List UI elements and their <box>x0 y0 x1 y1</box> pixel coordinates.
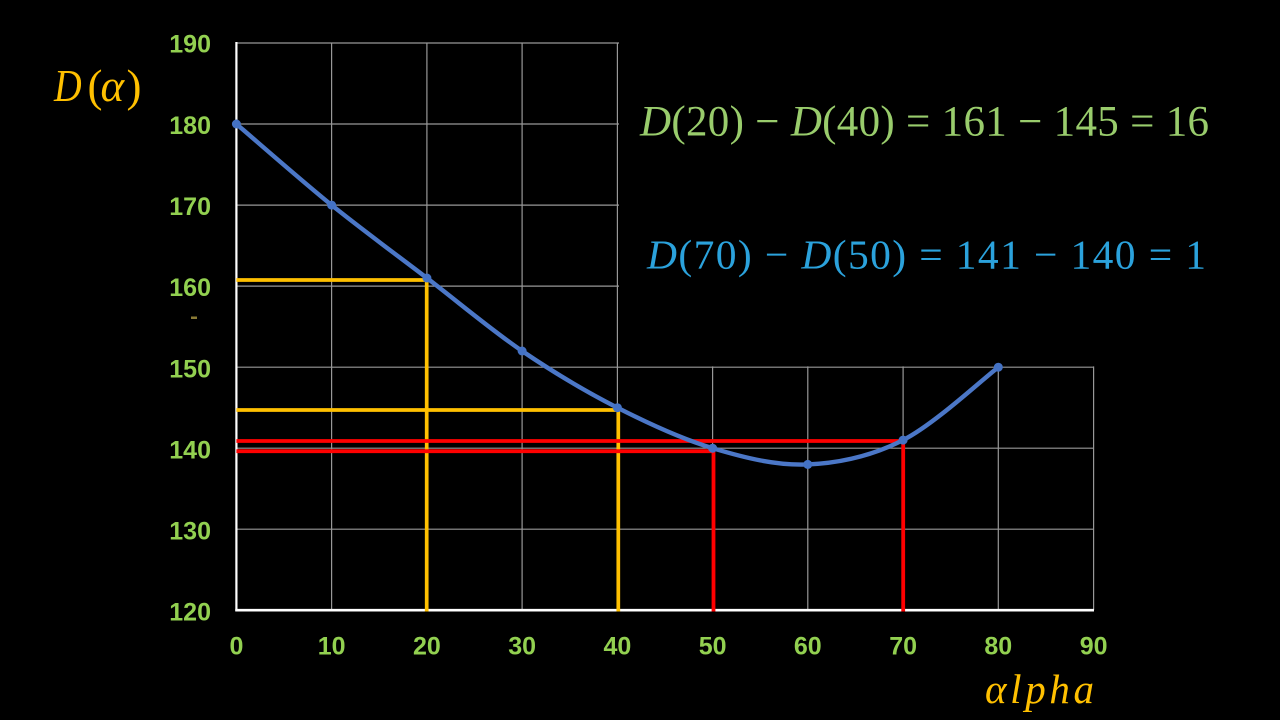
svg-text:0: 0 <box>229 633 243 661</box>
svg-text:20: 20 <box>413 633 441 661</box>
svg-text:80: 80 <box>984 633 1012 661</box>
svg-text:D(20) − D(40) = 161 − 145 = 16: D(20) − D(40) = 161 − 145 = 16 <box>639 99 1209 146</box>
svg-text:30: 30 <box>508 633 536 661</box>
svg-text:70: 70 <box>889 633 917 661</box>
svg-text:90: 90 <box>1080 633 1108 661</box>
svg-text:(α): (α) <box>88 61 142 111</box>
svg-text:180: 180 <box>169 112 211 140</box>
svg-text:140: 140 <box>169 436 211 464</box>
svg-text:D(70) − D(50) = 141 − 140 = 1: D(70) − D(50) = 141 − 140 = 1 <box>646 232 1206 279</box>
svg-text:150: 150 <box>169 355 211 383</box>
svg-text:170: 170 <box>169 193 211 221</box>
svg-text:120: 120 <box>169 598 211 626</box>
svg-text:160: 160 <box>169 274 211 302</box>
svg-text:50: 50 <box>699 633 727 661</box>
svg-text:40: 40 <box>603 633 631 661</box>
svg-text:αlpha: αlpha <box>985 666 1094 712</box>
svg-text:190: 190 <box>169 30 211 58</box>
svg-text:10: 10 <box>318 633 346 661</box>
svg-text:130: 130 <box>169 517 211 545</box>
svg-text:60: 60 <box>794 633 822 661</box>
svg-text:D: D <box>53 62 82 112</box>
